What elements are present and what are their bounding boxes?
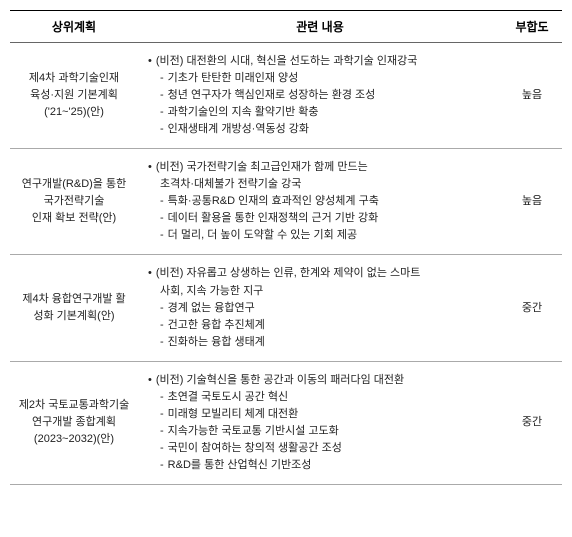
- fit-cell: 중간: [502, 255, 562, 361]
- fit-cell: 중간: [502, 361, 562, 484]
- plan-table: 상위계획 관련 내용 부합도 제4차 과학기술인재육성·지원 기본계획('21~…: [10, 10, 562, 485]
- plan-cell: 제2차 국토교통과학기술연구개발 종합계획(2023~2032)(안): [10, 361, 138, 484]
- header-content: 관련 내용: [138, 11, 502, 43]
- content-item: 경계 없는 융합연구: [148, 300, 494, 317]
- content-item: 국민이 참여하는 창의적 생활공간 조성: [148, 440, 494, 457]
- plan-cell: 제4차 과학기술인재육성·지원 기본계획('21~'25)(안): [10, 43, 138, 149]
- content-item: (비전) 국가전략기술 최고급인재가 함께 만드는: [148, 159, 494, 176]
- plan-cell: 제4차 융합연구개발 활성화 기본계획(안): [10, 255, 138, 361]
- content-item: 청년 연구자가 핵심인재로 성장하는 환경 조성: [148, 87, 494, 104]
- content-item: 지속가능한 국토교통 기반시설 고도화: [148, 423, 494, 440]
- table-row: 제2차 국토교통과학기술연구개발 종합계획(2023~2032)(안)(비전) …: [10, 361, 562, 484]
- content-item: 진화하는 융합 생태계: [148, 334, 494, 351]
- content-cell: (비전) 기술혁신을 통한 공간과 이동의 패러다임 대전환초연결 국토도시 공…: [138, 361, 502, 484]
- fit-cell: 높음: [502, 149, 562, 255]
- content-item: 특화·공통R&D 인재의 효과적인 양성체계 구축: [148, 193, 494, 210]
- content-item: (비전) 자유롭고 상생하는 인류, 한계와 제약이 없는 스마트: [148, 265, 494, 282]
- table-row: 연구개발(R&D)을 통한국가전략기술인재 확보 전략(안)(비전) 국가전략기…: [10, 149, 562, 255]
- content-item: 초연결 국토도시 공간 혁신: [148, 389, 494, 406]
- content-cell: (비전) 자유롭고 상생하는 인류, 한계와 제약이 없는 스마트사회, 지속 …: [138, 255, 502, 361]
- plan-cell: 연구개발(R&D)을 통한국가전략기술인재 확보 전략(안): [10, 149, 138, 255]
- content-list: (비전) 국가전략기술 최고급인재가 함께 만드는초격차·대체불가 전략기술 강…: [146, 159, 494, 244]
- content-item: 데이터 활용을 통한 인재정책의 근거 기반 강화: [148, 210, 494, 227]
- content-item: (비전) 기술혁신을 통한 공간과 이동의 패러다임 대전환: [148, 372, 494, 389]
- content-cell: (비전) 대전환의 시대, 혁신을 선도하는 과학기술 인재강국기초가 탄탄한 …: [138, 43, 502, 149]
- content-item: 미래형 모빌리티 체계 대전환: [148, 406, 494, 423]
- content-item: 건고한 융합 추진체계: [148, 317, 494, 334]
- table-row: 제4차 과학기술인재육성·지원 기본계획('21~'25)(안)(비전) 대전환…: [10, 43, 562, 149]
- content-list: (비전) 자유롭고 상생하는 인류, 한계와 제약이 없는 스마트사회, 지속 …: [146, 265, 494, 350]
- header-row: 상위계획 관련 내용 부합도: [10, 11, 562, 43]
- content-cell: (비전) 국가전략기술 최고급인재가 함께 만드는초격차·대체불가 전략기술 강…: [138, 149, 502, 255]
- table-row: 제4차 융합연구개발 활성화 기본계획(안)(비전) 자유롭고 상생하는 인류,…: [10, 255, 562, 361]
- content-item: 초격차·대체불가 전략기술 강국: [148, 176, 494, 193]
- content-item: (비전) 대전환의 시대, 혁신을 선도하는 과학기술 인재강국: [148, 53, 494, 70]
- content-item: 인재생태계 개방성·역동성 강화: [148, 121, 494, 138]
- content-list: (비전) 대전환의 시대, 혁신을 선도하는 과학기술 인재강국기초가 탄탄한 …: [146, 53, 494, 138]
- fit-cell: 높음: [502, 43, 562, 149]
- content-list: (비전) 기술혁신을 통한 공간과 이동의 패러다임 대전환초연결 국토도시 공…: [146, 372, 494, 474]
- content-item: 사회, 지속 가능한 지구: [148, 283, 494, 300]
- header-fit: 부합도: [502, 11, 562, 43]
- content-item: R&D를 통한 산업혁신 기반조성: [148, 457, 494, 474]
- content-item: 더 멀리, 더 높이 도약할 수 있는 기회 제공: [148, 227, 494, 244]
- content-item: 과학기술인의 지속 활약기반 확충: [148, 104, 494, 121]
- content-item: 기초가 탄탄한 미래인재 양성: [148, 70, 494, 87]
- header-plan: 상위계획: [10, 11, 138, 43]
